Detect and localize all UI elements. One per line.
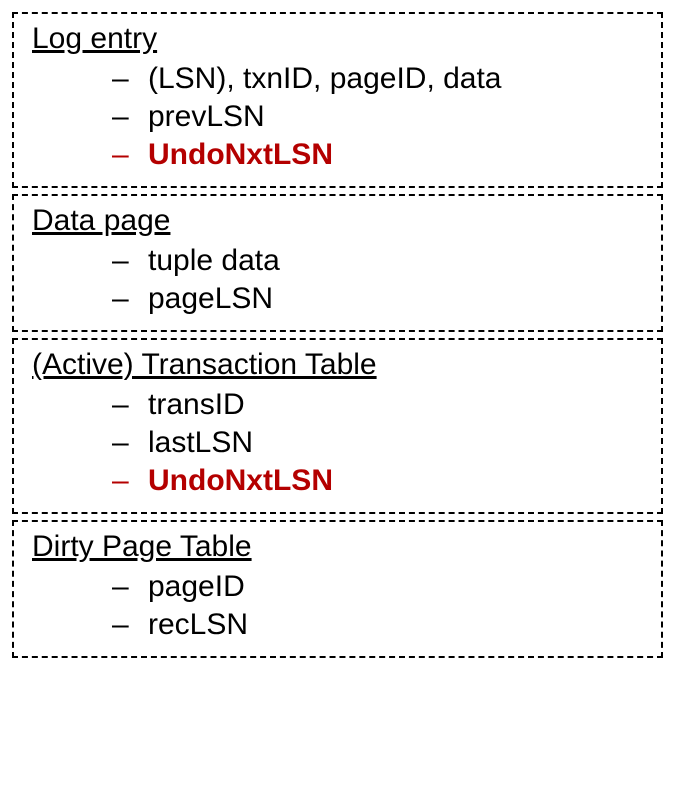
item-text: lastLSN [148, 426, 253, 460]
list-item: –tuple data [32, 244, 643, 278]
list-item: –pageLSN [32, 282, 643, 316]
bullet-dash: – [112, 570, 130, 604]
item-text: pageLSN [148, 282, 273, 316]
bullet-dash: – [112, 426, 130, 460]
structure-box: Log entry–(LSN), txnID, pageID, data–pre… [12, 12, 663, 188]
item-text: UndoNxtLSN [148, 464, 333, 498]
list-item: –lastLSN [32, 426, 643, 460]
bullet-dash: – [112, 138, 130, 172]
item-text: UndoNxtLSN [148, 138, 333, 172]
diagram-container: Log entry–(LSN), txnID, pageID, data–pre… [12, 12, 663, 658]
structure-box: Data page–tuple data–pageLSN [12, 194, 663, 332]
item-text: pageID [148, 570, 245, 604]
structure-box: Dirty Page Table–pageID–recLSN [12, 520, 663, 658]
bullet-dash: – [112, 282, 130, 316]
item-text: prevLSN [148, 100, 265, 134]
list-item: –prevLSN [32, 100, 643, 134]
bullet-dash: – [112, 464, 130, 498]
list-item: –transID [32, 388, 643, 422]
item-text: tuple data [148, 244, 280, 278]
structure-box: (Active) Transaction Table–transID–lastL… [12, 338, 663, 514]
box-title: Log entry [32, 22, 643, 56]
list-item: –UndoNxtLSN [32, 464, 643, 498]
bullet-dash: – [112, 388, 130, 422]
list-item: –recLSN [32, 608, 643, 642]
item-text: (LSN), txnID, pageID, data [148, 62, 502, 96]
bullet-dash: – [112, 244, 130, 278]
box-title: Data page [32, 204, 643, 238]
list-item: –(LSN), txnID, pageID, data [32, 62, 643, 96]
list-item: –pageID [32, 570, 643, 604]
item-text: recLSN [148, 608, 248, 642]
bullet-dash: – [112, 62, 130, 96]
list-item: –UndoNxtLSN [32, 138, 643, 172]
bullet-dash: – [112, 100, 130, 134]
item-text: transID [148, 388, 245, 422]
box-title: Dirty Page Table [32, 530, 643, 564]
bullet-dash: – [112, 608, 130, 642]
box-title: (Active) Transaction Table [32, 348, 643, 382]
